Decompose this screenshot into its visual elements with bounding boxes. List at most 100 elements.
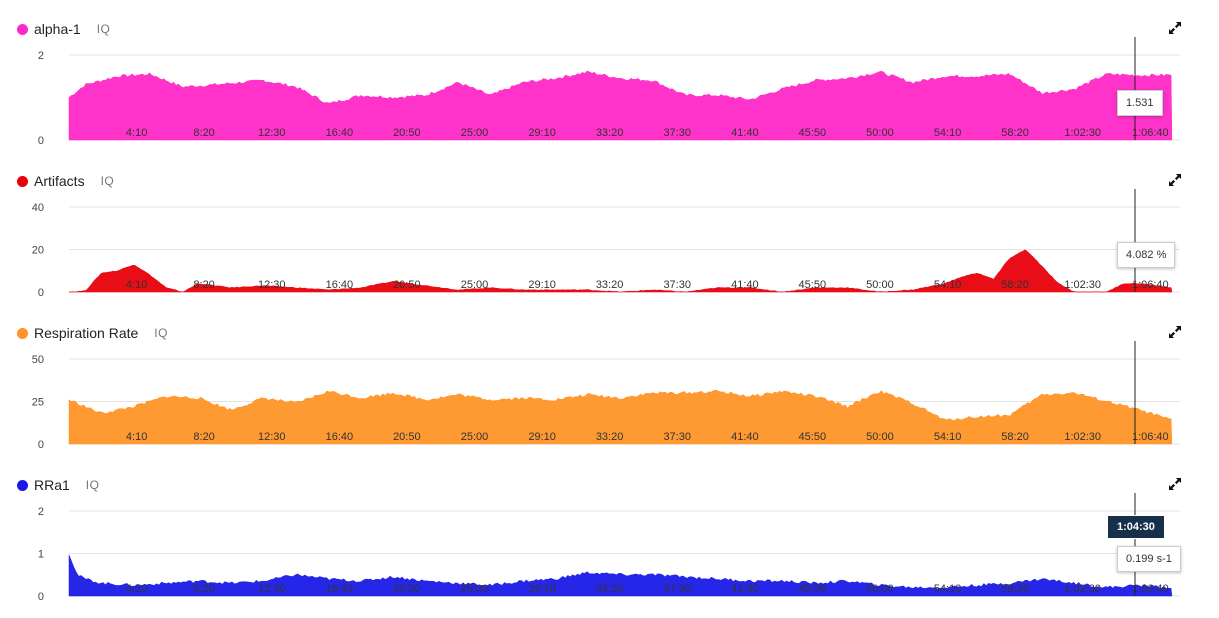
x-tick-label: 29:10 bbox=[528, 127, 556, 139]
panel-title: Artifacts bbox=[34, 173, 85, 189]
iq-label[interactable]: IQ bbox=[100, 174, 115, 188]
x-tick-label: 54:10 bbox=[934, 583, 962, 595]
x-tick-label: 12:30 bbox=[258, 279, 286, 291]
series-area-alpha1 bbox=[68, 70, 1173, 141]
panel-resp: Respiration Rate IQ 50 25 0 4:10 8:20 12:30 16:4… bbox=[0, 304, 1219, 456]
x-tick-label: 33:20 bbox=[596, 431, 624, 443]
x-tick-label: 58:20 bbox=[1001, 431, 1029, 443]
x-tick-label: 50:00 bbox=[866, 583, 894, 595]
x-tick-label: 41:40 bbox=[731, 127, 759, 139]
x-tick-label: 4:10 bbox=[126, 583, 147, 595]
x-tick-label: 4:10 bbox=[126, 431, 147, 443]
series-color-dot bbox=[17, 175, 28, 187]
y-tick-label: 0 bbox=[38, 135, 44, 147]
expand-icon[interactable] bbox=[1168, 477, 1182, 491]
x-tick-label: 1:06:40 bbox=[1132, 431, 1169, 443]
x-tick-label: 16:40 bbox=[326, 127, 354, 139]
x-tick-label: 8:20 bbox=[193, 279, 214, 291]
y-tick-label: 50 bbox=[32, 354, 44, 366]
chart-alpha1: 2 0 4:10 8:20 12:30 16:40 20:50 25:00 29:10 33:20… bbox=[38, 37, 1180, 147]
x-tick-label: 37:30 bbox=[663, 127, 691, 139]
x-tick-label: 41:40 bbox=[731, 279, 759, 291]
panel-rra1: RRa1 IQ 2 1 0 4:10 8:20 12:30 16:40 20:50 25:00 29:… bbox=[0, 456, 1219, 608]
y-tick-label: 0 bbox=[38, 591, 44, 603]
x-tick-label: 4:10 bbox=[126, 127, 147, 139]
x-tick-label: 37:30 bbox=[663, 431, 691, 443]
iq-label[interactable]: IQ bbox=[85, 478, 100, 492]
x-tick-label: 29:10 bbox=[528, 279, 556, 291]
x-tick-label: 1:02:30 bbox=[1064, 279, 1101, 291]
x-tick-label: 1:06:40 bbox=[1132, 279, 1169, 291]
x-tick-label: 29:10 bbox=[528, 583, 556, 595]
x-tick-label: 1:06:40 bbox=[1132, 583, 1169, 595]
x-tick-label: 45:50 bbox=[799, 127, 827, 139]
panel-title: RRa1 bbox=[34, 477, 70, 493]
x-tick-label: 37:30 bbox=[663, 583, 691, 595]
x-tick-label: 50:00 bbox=[866, 127, 894, 139]
y-tick-label: 25 bbox=[32, 397, 44, 409]
iq-label[interactable]: IQ bbox=[96, 22, 111, 36]
x-tick-label: 54:10 bbox=[934, 431, 962, 443]
y-tick-label: 20 bbox=[32, 245, 44, 257]
x-tick-label: 8:20 bbox=[193, 127, 214, 139]
panel-header: Respiration Rate IQ bbox=[17, 324, 168, 342]
y-tick-label: 2 bbox=[38, 506, 44, 518]
x-tick-label: 4:10 bbox=[126, 279, 147, 291]
x-tick-label: 45:50 bbox=[799, 583, 827, 595]
x-tick-label: 20:50 bbox=[393, 279, 421, 291]
x-tick-label: 54:10 bbox=[934, 127, 962, 139]
expand-icon[interactable] bbox=[1168, 325, 1182, 339]
panel-header: RRa1 IQ bbox=[17, 476, 99, 494]
rra1-tooltip: 0.199 s-1 bbox=[1117, 546, 1181, 572]
x-tick-label: 58:20 bbox=[1001, 583, 1029, 595]
y-tick-label: 0 bbox=[38, 439, 44, 451]
chart-resp: 50 25 0 4:10 8:20 12:30 16:40 20:50 25:00 29:10 33… bbox=[32, 341, 1180, 451]
y-tick-label: 40 bbox=[32, 202, 44, 214]
x-tick-label: 12:30 bbox=[258, 583, 286, 595]
panel-title: Respiration Rate bbox=[34, 325, 139, 341]
panel-artifacts: Artifacts IQ 40 20 0 4:10 8:20 12:30 16:40 20:50 2… bbox=[0, 152, 1219, 304]
panel-header: alpha-1 IQ bbox=[17, 20, 110, 38]
x-tick-label: 37:30 bbox=[663, 279, 691, 291]
expand-icon[interactable] bbox=[1168, 21, 1182, 35]
x-tick-label: 16:40 bbox=[326, 431, 354, 443]
chart-artifacts: 40 20 0 4:10 8:20 12:30 16:40 20:50 25:00 29:10 33… bbox=[32, 189, 1180, 299]
artifacts-tooltip: 4.082 % bbox=[1117, 242, 1176, 268]
cursor-time-badge: 1:04:30 bbox=[1107, 515, 1165, 539]
y-tick-label: 2 bbox=[38, 50, 44, 62]
x-tick-label: 50:00 bbox=[866, 431, 894, 443]
series-color-dot bbox=[17, 23, 28, 35]
panel-title: alpha-1 bbox=[34, 21, 81, 37]
x-tick-label: 20:50 bbox=[393, 583, 421, 595]
x-tick-label: 16:40 bbox=[326, 279, 354, 291]
x-tick-label: 58:20 bbox=[1001, 127, 1029, 139]
panel-alpha1: alpha-1 IQ 2 0 4:10 8:20 12:30 16:40 20:50 25:00 2… bbox=[0, 0, 1219, 152]
iq-label[interactable]: IQ bbox=[154, 326, 168, 340]
x-tick-label: 45:50 bbox=[799, 431, 827, 443]
x-tick-label: 25:00 bbox=[461, 127, 489, 139]
alpha1-tooltip: 1.531 bbox=[1117, 90, 1163, 116]
x-tick-label: 1:02:30 bbox=[1064, 127, 1101, 139]
series-color-dot bbox=[17, 479, 28, 491]
x-tick-label: 33:20 bbox=[596, 127, 624, 139]
series-area-artifacts bbox=[68, 249, 1173, 293]
x-tick-label: 20:50 bbox=[393, 431, 421, 443]
x-tick-label: 8:20 bbox=[193, 431, 214, 443]
x-tick-label: 41:40 bbox=[731, 431, 759, 443]
chart-rra1: 2 1 0 4:10 8:20 12:30 16:40 20:50 25:00 29:10 33:2… bbox=[38, 493, 1180, 603]
series-color-dot bbox=[17, 327, 28, 339]
x-tick-label: 1:06:40 bbox=[1132, 127, 1169, 139]
x-tick-label: 25:00 bbox=[461, 431, 489, 443]
x-tick-label: 25:00 bbox=[461, 279, 489, 291]
x-tick-label: 25:00 bbox=[461, 583, 489, 595]
x-tick-label: 58:20 bbox=[1001, 279, 1029, 291]
x-tick-label: 41:40 bbox=[731, 583, 759, 595]
series-area-resp bbox=[68, 389, 1173, 445]
x-tick-label: 50:00 bbox=[866, 279, 894, 291]
x-tick-label: 1:02:30 bbox=[1064, 583, 1101, 595]
x-tick-label: 12:30 bbox=[258, 431, 286, 443]
expand-icon[interactable] bbox=[1168, 173, 1182, 187]
panel-header: Artifacts IQ bbox=[17, 172, 114, 190]
y-tick-label: 0 bbox=[38, 287, 44, 299]
x-tick-label: 45:50 bbox=[799, 279, 827, 291]
